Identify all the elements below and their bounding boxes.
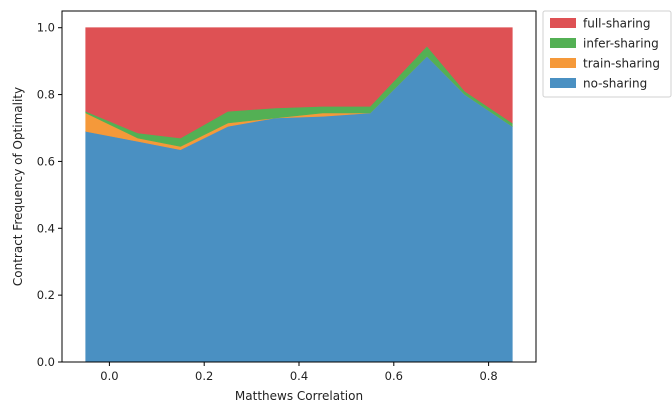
x-tick-label: 0.8: [479, 369, 497, 383]
legend-swatch-train-sharing: [550, 58, 576, 68]
x-tick-label: 0.6: [385, 369, 403, 383]
y-tick-label: 0.8: [37, 88, 55, 102]
legend-box: [542, 10, 672, 98]
y-tick-label: 1.0: [37, 21, 55, 35]
area-full-sharing: [85, 27, 513, 139]
y-axis-title: Contract Frequency of Optimality: [11, 87, 25, 286]
legend-swatch-full-sharing: [550, 18, 576, 28]
legend-label-infer-sharing: infer-sharing: [583, 37, 659, 51]
legend-label-train-sharing: train-sharing: [583, 57, 660, 71]
legend-label-full-sharing: full-sharing: [583, 17, 651, 31]
x-tick-label: 0.0: [100, 369, 118, 383]
y-tick-label: 0.0: [37, 355, 55, 369]
y-tick-label: 0.2: [37, 288, 55, 302]
legend-swatch-no-sharing: [550, 78, 576, 88]
y-axis: 0.0 0.2 0.4 0.6 0.8 1.0: [37, 21, 62, 369]
y-tick-label: 0.6: [37, 154, 55, 168]
legend-swatch-infer-sharing: [550, 38, 576, 48]
x-axis: 0.0 0.2 0.4 0.6 0.8: [100, 362, 498, 383]
x-axis-title: Matthews Correlation: [235, 389, 363, 403]
legend: full-sharing infer-sharing train-sharing no…: [542, 10, 672, 98]
series-areas: [85, 27, 513, 363]
x-tick-label: 0.2: [195, 369, 213, 383]
legend-label-no-sharing: no-sharing: [583, 77, 647, 91]
y-tick-label: 0.4: [37, 221, 55, 235]
x-tick-label: 0.4: [290, 369, 308, 383]
